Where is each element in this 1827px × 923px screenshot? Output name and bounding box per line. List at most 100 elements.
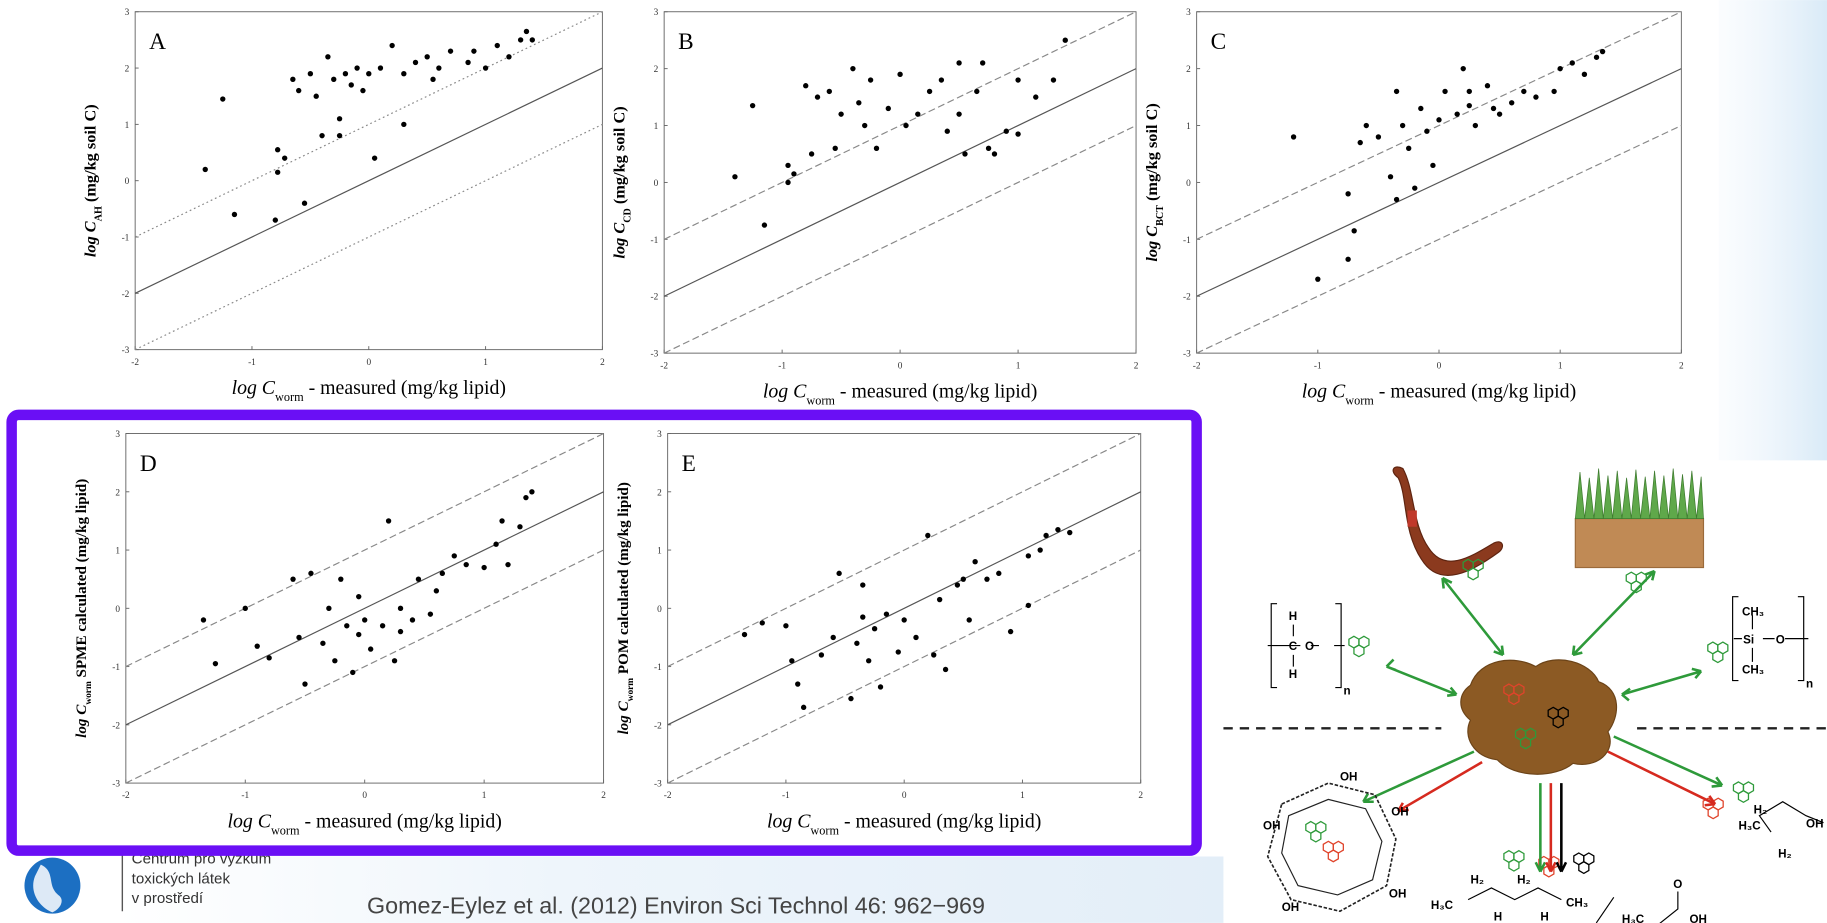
point	[808, 151, 815, 157]
point	[885, 105, 891, 112]
arrow	[1362, 750, 1475, 804]
x-tick-label: -1	[248, 358, 256, 368]
y-tick-label: 3	[654, 8, 659, 18]
reference-line	[125, 549, 604, 784]
atom-label: H₂	[1517, 873, 1531, 886]
point	[942, 666, 949, 673]
axis-label-part: (mg/kg soil C)	[610, 106, 629, 208]
point	[447, 48, 454, 54]
axis-label-part: (mg/kg soil C)	[81, 104, 100, 206]
point	[296, 634, 302, 641]
point	[985, 145, 992, 151]
point	[344, 623, 350, 629]
point	[1430, 162, 1436, 169]
point	[356, 631, 362, 638]
axis-label-part: worm	[806, 393, 835, 407]
point	[326, 605, 332, 611]
atom-label: H₃C	[1431, 899, 1454, 912]
point	[1345, 191, 1351, 197]
point	[936, 596, 943, 603]
y-tick-label: 1	[1186, 122, 1191, 132]
point	[877, 684, 884, 690]
y-tick-label: 3	[115, 430, 120, 440]
point	[302, 681, 308, 687]
point	[1375, 134, 1382, 140]
point	[332, 658, 338, 664]
point	[944, 128, 950, 134]
x-tick-label: 1	[482, 791, 487, 801]
point	[1393, 196, 1400, 203]
diagram: H C O H n CH₃ Si O CH₃ n H₃C H₂ H₂ OH H₃…	[1223, 466, 1827, 923]
axis-label-part: AH	[93, 206, 104, 221]
atom-label: H₃C	[1622, 913, 1645, 923]
point	[377, 65, 384, 71]
arrow	[1571, 569, 1656, 657]
point	[1466, 102, 1472, 109]
arrow	[1397, 761, 1483, 813]
y-axis-label: log CBCT (mg/kg soil C)	[1142, 103, 1166, 261]
point	[1033, 94, 1039, 100]
y-tick-label: 2	[115, 488, 120, 498]
point	[931, 652, 937, 658]
point	[818, 652, 825, 658]
point	[290, 576, 296, 582]
point	[749, 102, 756, 109]
point	[1015, 131, 1021, 137]
y-tick-label: 3	[657, 430, 662, 440]
logo-text: v prostředí	[132, 890, 204, 907]
y-tick-label: -3	[1183, 350, 1191, 360]
pah-icon	[1503, 850, 1525, 872]
point	[803, 83, 809, 89]
point	[401, 121, 407, 128]
point	[451, 553, 457, 559]
point	[860, 582, 866, 588]
point	[1418, 105, 1424, 112]
axis-label-part: - measured (mg/kg lipid)	[835, 380, 1037, 402]
point	[379, 623, 386, 629]
point	[1533, 94, 1539, 100]
y-tick-label: -2	[112, 721, 120, 731]
point	[366, 71, 372, 77]
point	[1067, 529, 1073, 536]
x-tick-label: 2	[600, 358, 605, 368]
point	[529, 37, 535, 43]
axis-label-part: log C	[763, 380, 807, 402]
y-axis-label: log Cworm POM calculated (mg/kg lipid)	[616, 482, 636, 734]
arrow	[1613, 735, 1724, 788]
atom-label: CH₃	[1742, 605, 1764, 618]
point	[1593, 54, 1600, 60]
point	[1290, 134, 1297, 140]
point	[350, 669, 356, 676]
point	[1393, 88, 1400, 95]
atom-label: Si	[1743, 633, 1754, 646]
point	[356, 593, 362, 600]
point	[873, 145, 880, 151]
axis-label-part: log C	[610, 222, 629, 259]
point	[1406, 145, 1412, 151]
point	[274, 147, 281, 153]
point	[996, 570, 1002, 577]
x-tick-label: 1	[483, 358, 488, 368]
point	[938, 77, 945, 83]
y-tick-label: -2	[651, 293, 659, 303]
atom-label: OH	[1391, 806, 1408, 819]
point	[1509, 100, 1515, 106]
background-panel	[1718, 0, 1827, 461]
point	[1424, 128, 1430, 134]
point	[499, 518, 505, 524]
point	[867, 77, 874, 83]
point	[523, 494, 529, 501]
reference-line	[125, 433, 604, 668]
point	[272, 217, 279, 223]
y-tick-label: 2	[657, 488, 662, 498]
y-axis-label: log CAH (mg/kg soil C)	[81, 104, 105, 257]
axis-label-part: SPME calculated (mg/kg lipid)	[74, 479, 90, 682]
panel-label: B	[678, 29, 694, 55]
arrow	[1545, 783, 1557, 873]
y-tick-label: 3	[125, 8, 130, 18]
point	[471, 48, 477, 54]
point	[465, 59, 471, 66]
point	[1436, 117, 1442, 123]
point	[848, 695, 854, 702]
point	[308, 570, 314, 577]
